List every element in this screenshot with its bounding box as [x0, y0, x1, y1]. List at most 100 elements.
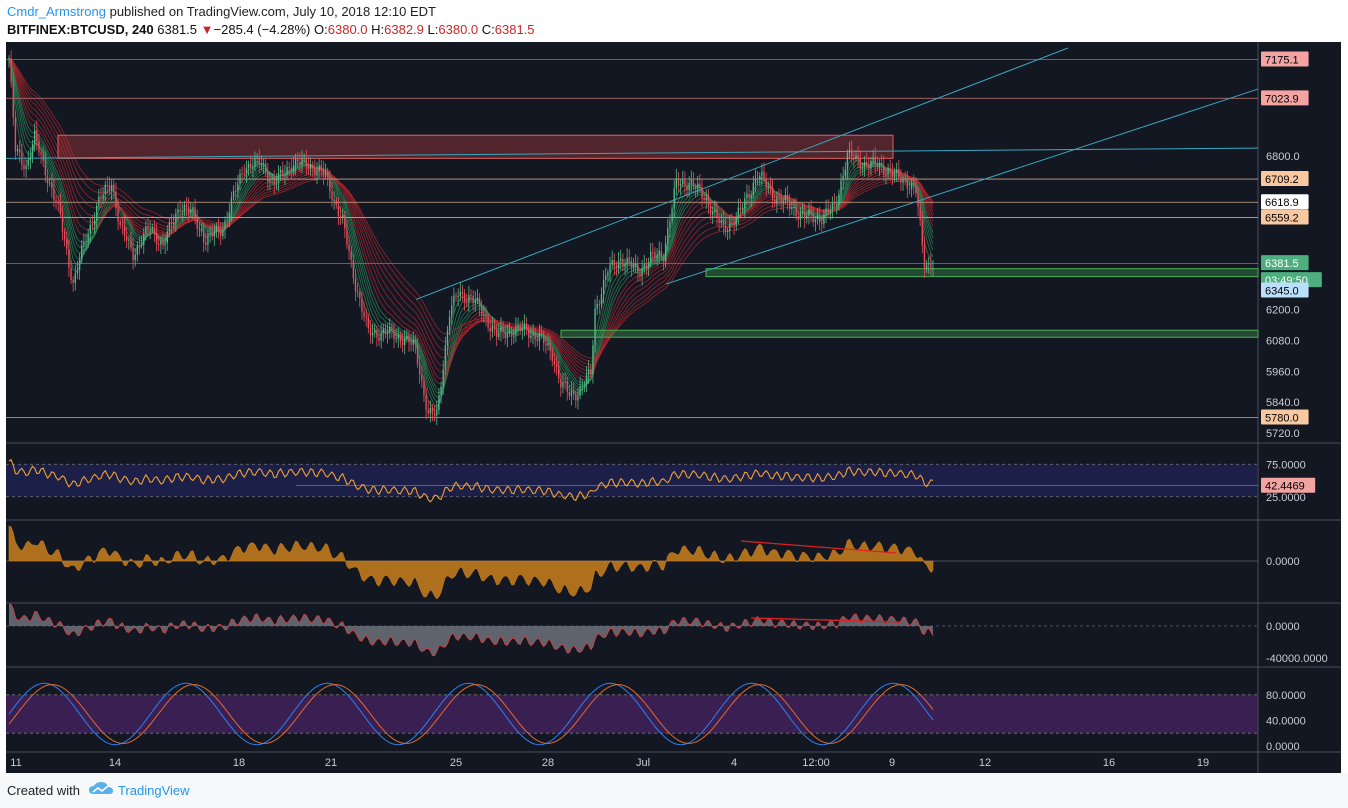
candle-body	[468, 294, 470, 303]
candle-body	[369, 328, 372, 336]
candle-body	[110, 184, 113, 191]
osc-area	[8, 525, 934, 600]
candle-body	[581, 385, 583, 387]
level-label: 6559.2	[1265, 213, 1299, 225]
candle-body	[803, 212, 806, 219]
candle-body	[846, 152, 849, 170]
candle-body	[806, 216, 808, 219]
candle-body	[643, 264, 645, 269]
candle-body	[153, 227, 156, 233]
author-link[interactable]: Cmdr_Armstrong	[7, 4, 106, 19]
candle-body	[275, 182, 278, 185]
price-tick-label: 6080.0	[1266, 336, 1300, 348]
candle-body	[654, 252, 656, 258]
pane-bg-2	[6, 521, 1341, 602]
candle-body	[502, 326, 504, 332]
candle-body	[239, 173, 241, 184]
candle-body	[408, 335, 410, 343]
candle-body	[754, 178, 757, 184]
footer: Created with TradingView	[0, 773, 1348, 808]
candle-body	[374, 330, 376, 334]
candle-body	[579, 385, 581, 396]
candle-body	[98, 196, 100, 206]
candle-body	[853, 156, 855, 160]
chart-canvas[interactable]: 7175.1 7023.9 6709.2 6618.9 6559.2 5780.0 6800…	[5, 42, 1341, 773]
candle-body	[679, 184, 682, 186]
candle-body	[491, 326, 494, 332]
candle-body	[675, 178, 678, 189]
candle-body	[404, 338, 406, 346]
candle-body	[429, 407, 432, 414]
candle-body	[874, 156, 876, 164]
candle-body	[202, 231, 205, 243]
candle-body	[158, 244, 160, 246]
candle-body	[624, 264, 626, 267]
candle-body	[590, 369, 592, 375]
candle-body	[551, 350, 553, 361]
candle-body	[337, 205, 340, 217]
candle-body	[880, 162, 883, 166]
candle-body	[354, 278, 357, 292]
candle-body	[444, 345, 447, 370]
candle-body	[209, 232, 211, 235]
candle-body	[532, 333, 534, 336]
candle-body	[782, 200, 784, 204]
candle-body	[613, 260, 615, 267]
candle-body	[825, 208, 827, 214]
candle-body	[508, 330, 511, 334]
candle-body	[78, 259, 81, 271]
symbol-info: BITFINEX:BTCUSD, 240 6381.5 ▼−285.4 (−4.…	[7, 22, 535, 37]
candle-body	[350, 251, 352, 260]
candle-body	[769, 185, 772, 189]
candle-body	[185, 204, 188, 208]
candle-body	[733, 223, 735, 226]
candle-body	[765, 179, 767, 188]
vol-area	[9, 604, 933, 656]
candle-body	[136, 245, 139, 255]
candle-body	[671, 208, 673, 222]
candle-body	[46, 175, 49, 184]
candle-body	[737, 207, 740, 217]
candle-body	[669, 221, 671, 229]
candle-body	[371, 333, 374, 336]
candle-body	[739, 207, 742, 210]
candle-body	[31, 144, 34, 158]
candle-body	[423, 380, 425, 396]
divergence-line	[750, 617, 902, 623]
candle-body	[821, 222, 823, 224]
candle-body	[40, 152, 42, 155]
candle-body	[917, 193, 919, 207]
candle-body	[104, 184, 106, 195]
candle-body	[331, 191, 333, 201]
tradingview-brand-link[interactable]: TradingView	[118, 783, 190, 798]
candle-body	[57, 202, 59, 204]
support-zone	[705, 268, 1259, 278]
candle-body	[125, 235, 128, 241]
candle-body	[170, 222, 173, 225]
candle-body	[716, 209, 718, 218]
candle-body	[23, 164, 25, 170]
tradingview-logo-icon[interactable]	[88, 781, 114, 802]
candle-body	[795, 206, 797, 216]
candle-body	[232, 190, 235, 198]
candle-body	[703, 197, 705, 201]
candle-body	[658, 250, 660, 255]
rsi-band	[6, 464, 1258, 497]
candle-body	[466, 302, 468, 304]
candle-body	[913, 183, 915, 187]
price-tick-label: 5840.0	[1266, 397, 1300, 409]
candle-body	[686, 185, 688, 190]
candle-body	[699, 183, 701, 187]
candle-body	[316, 171, 318, 175]
candle-body	[173, 223, 175, 225]
chart-svg[interactable]: 7175.1 7023.9 6709.2 6618.9 6559.2 5780.0 6800…	[5, 42, 1341, 773]
candle-body	[12, 82, 14, 118]
candle-body	[564, 381, 566, 383]
level-label: 6709.2	[1265, 174, 1299, 186]
ema-ribbon-line	[8, 57, 934, 359]
candle-body	[594, 308, 596, 346]
time-tick-label: 11	[10, 757, 21, 769]
level-label: 5780.0	[1265, 412, 1299, 424]
stoch-tick-label: 40.0000	[1266, 715, 1306, 727]
candle-body	[83, 242, 85, 246]
